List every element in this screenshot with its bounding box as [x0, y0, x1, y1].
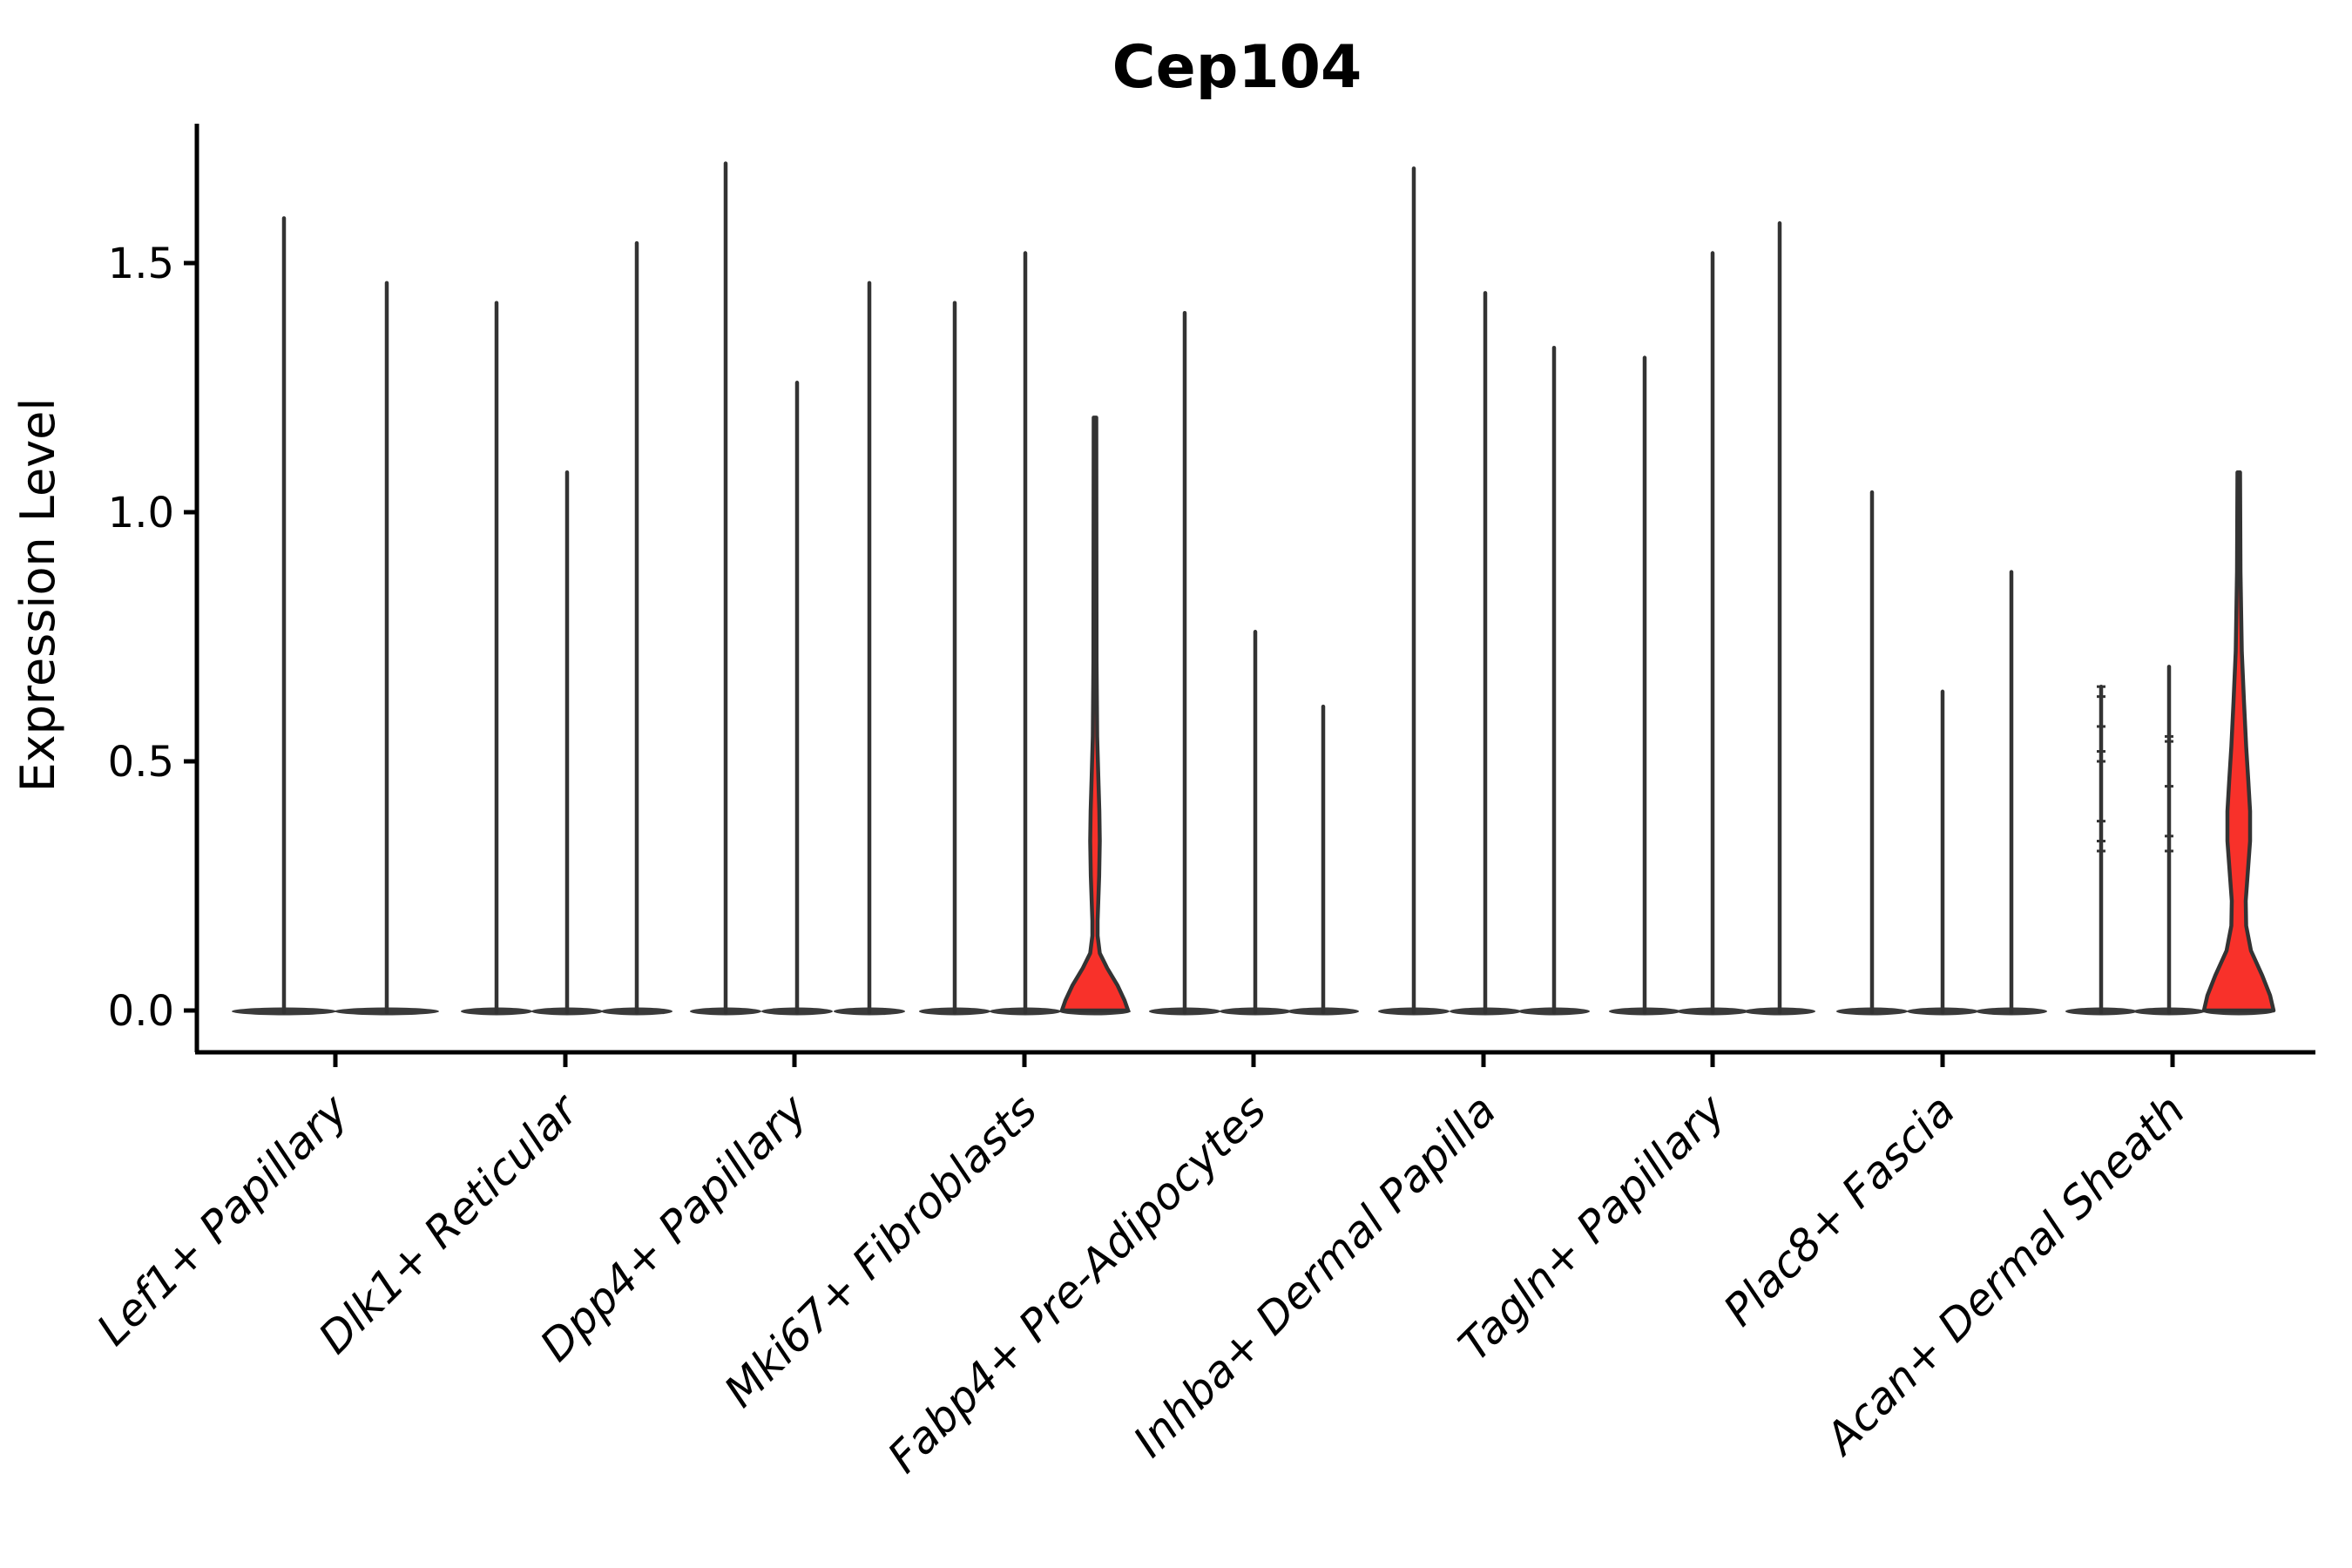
x-tick-label: Inhba+ Dermal Papilla — [1124, 1085, 1505, 1466]
cell-point-mark — [2165, 835, 2173, 838]
cell-point-mark — [2165, 849, 2173, 853]
axes-layer — [184, 124, 2315, 1067]
cell-point-mark — [2097, 840, 2105, 843]
cell-point-mark — [2097, 820, 2105, 823]
cell-point-mark — [2097, 750, 2105, 754]
y-tick-label: 0.5 — [108, 738, 174, 787]
cell-point-mark — [2165, 740, 2173, 743]
y-tick-label: 1.0 — [108, 489, 174, 537]
y-axis-label: Expression Level — [10, 398, 65, 793]
cell-point-mark — [2097, 685, 2105, 688]
x-tick-label: Fabp4+ Pre-Adipocytes — [878, 1085, 1276, 1483]
cell-point-mark — [2165, 785, 2173, 788]
cell-point-mark — [2097, 725, 2105, 728]
y-tick-label: 1.5 — [108, 240, 174, 288]
x-tick-label: Plac8+ Fascia — [1714, 1085, 1965, 1335]
cell-point-mark — [2097, 695, 2105, 699]
chart-title: Cep104 — [1112, 33, 1362, 102]
x-tick-label: Lef1+ Papillary — [87, 1084, 358, 1355]
cell-point-mark — [2097, 849, 2105, 853]
highlighted-violin — [1059, 416, 1131, 1013]
y-tick-label: 0.0 — [108, 987, 174, 1036]
violins-layer — [232, 161, 2276, 1016]
cell-point-mark — [2165, 734, 2173, 738]
cell-point-mark — [2097, 760, 2105, 763]
highlighted-violin — [2201, 470, 2276, 1013]
